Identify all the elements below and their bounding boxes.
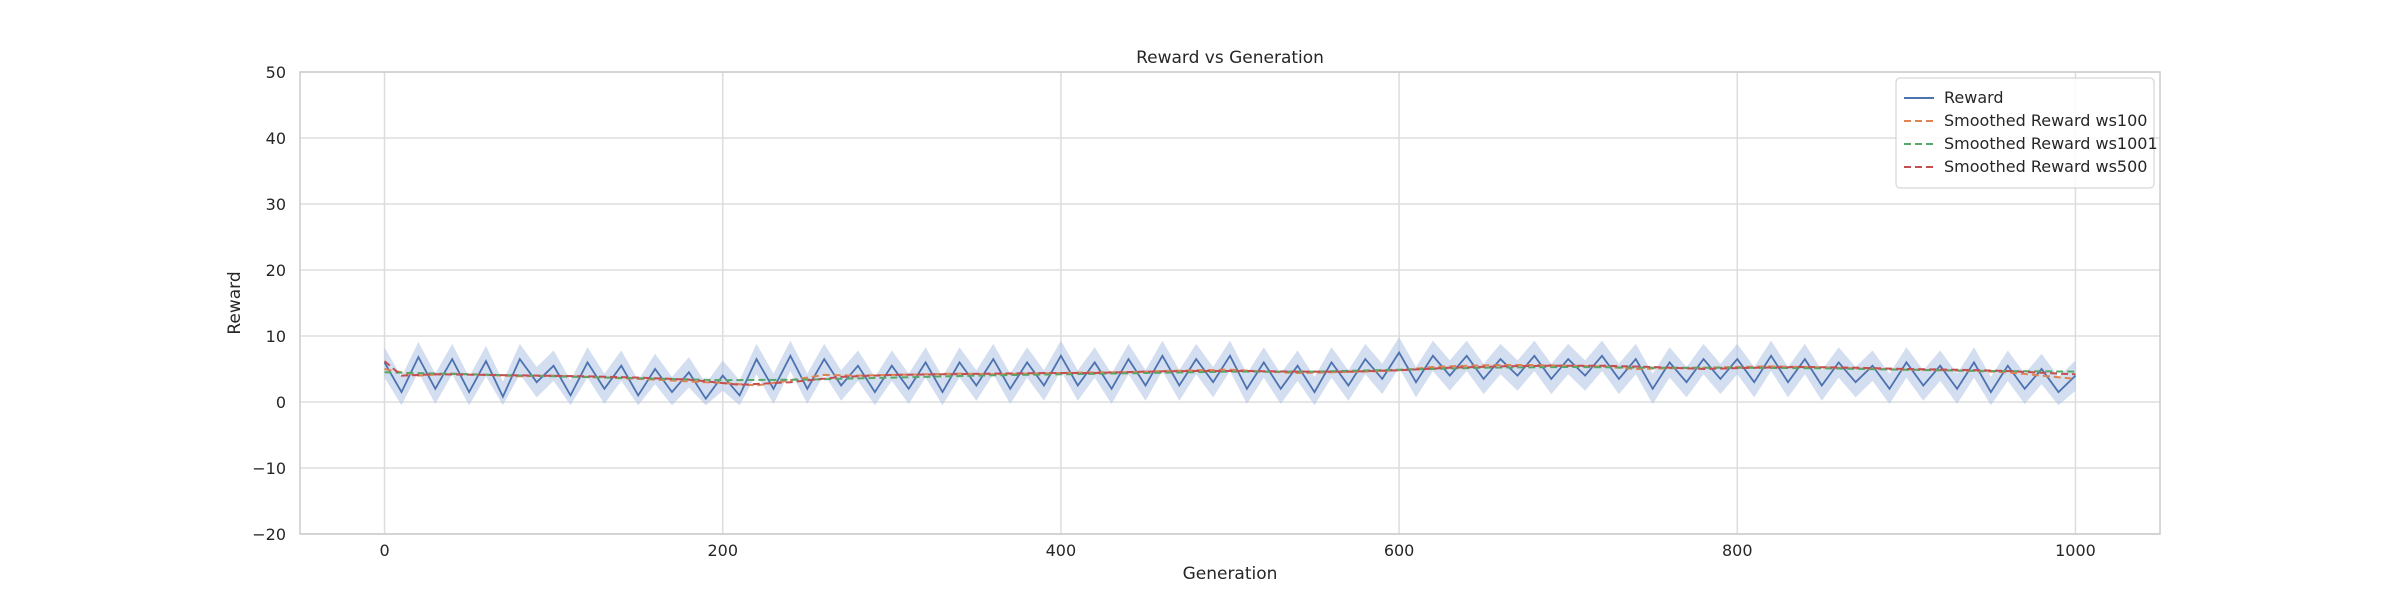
legend-label: Smoothed Reward ws500 — [1944, 157, 2147, 176]
x-tick-label: 0 — [379, 541, 389, 560]
y-tick-label: 10 — [266, 327, 286, 346]
x-tick-label: 800 — [1722, 541, 1753, 560]
grid-lines — [300, 71, 2160, 535]
legend-box — [1895, 77, 2155, 189]
series-line-reward — [383, 350, 2077, 401]
series-line-smoothed-reward-ws100 — [384, 364, 2076, 387]
y-tick-label: 50 — [266, 63, 286, 82]
x-tick-label: 600 — [1384, 541, 1415, 560]
x-tick-label: 200 — [707, 541, 738, 560]
series-line-smoothed-reward-ws500 — [383, 360, 2076, 386]
y-tick-label: 20 — [266, 261, 286, 280]
y-axis-ticks: −20 −10 0 10 20 30 40 50 — [252, 63, 286, 544]
y-tick-label: 0 — [276, 393, 286, 412]
series-line-smoothed-reward-ws1001 — [384, 365, 2076, 382]
x-axis-label: Generation — [1183, 564, 1278, 584]
y-tick-label: 40 — [266, 129, 286, 148]
y-tick-label: 30 — [266, 195, 286, 214]
legend: Reward Smoothed Reward ws100 Smoothed Rewa… — [1895, 77, 2158, 189]
x-tick-label: 1000 — [2055, 541, 2096, 560]
legend-label: Smoothed Reward ws100 — [1944, 111, 2147, 130]
legend-label: Smoothed Reward ws1001 — [1944, 134, 2158, 153]
y-tick-label: −20 — [252, 525, 286, 544]
x-axis-ticks: 0 200 400 600 800 1000 — [379, 541, 2095, 560]
series-lines — [383, 350, 2077, 401]
y-axis-label: Reward — [225, 271, 245, 334]
x-tick-label: 400 — [1046, 541, 1077, 560]
y-tick-label: −10 — [252, 459, 286, 478]
plot-frame — [299, 71, 2161, 535]
legend-label: Reward — [1944, 88, 2004, 107]
chart-title: Reward vs Generation — [1136, 48, 1324, 68]
